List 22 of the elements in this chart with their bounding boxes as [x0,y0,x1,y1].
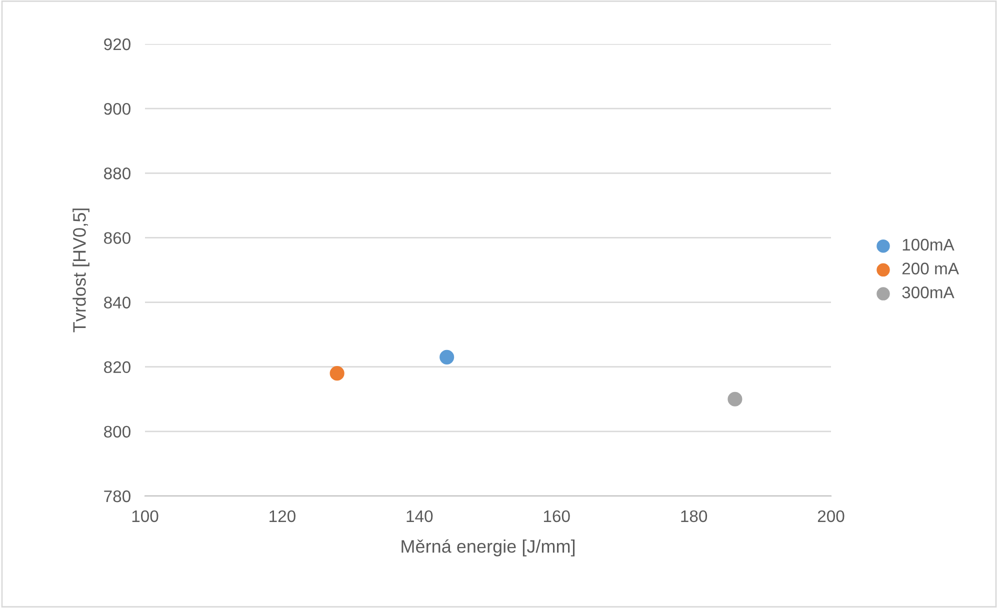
x-axis-title: Měrná energie [J/mm] [402,539,575,556]
y-tick-label: 840 [104,296,130,308]
x-tick-label: 180 [681,510,708,522]
x-tick-label: 200 [818,510,844,522]
point [728,392,742,406]
y-tick-label: 820 [104,361,130,374]
legend-label: 200 mA [902,262,959,274]
x-tick-label: 120 [270,510,296,522]
x-tick-label: 160 [544,510,570,522]
point [330,366,344,381]
y-tick-label: 920 [104,38,130,50]
y-tick-label: 900 [104,102,130,115]
y-tick-label: 780 [104,490,130,502]
y-tick-label: 880 [104,168,130,180]
y-tick-label: 800 [104,426,130,438]
x-tick-label: 140 [406,510,433,522]
legend-label: 300mA [902,286,954,298]
y-axis-title: Tvrdost [HV0,5] [72,208,90,332]
y-tick-label: 860 [104,232,130,244]
legend-label: 100mA [902,238,954,251]
point [440,350,454,364]
x-tick-label: 100 [132,510,158,522]
